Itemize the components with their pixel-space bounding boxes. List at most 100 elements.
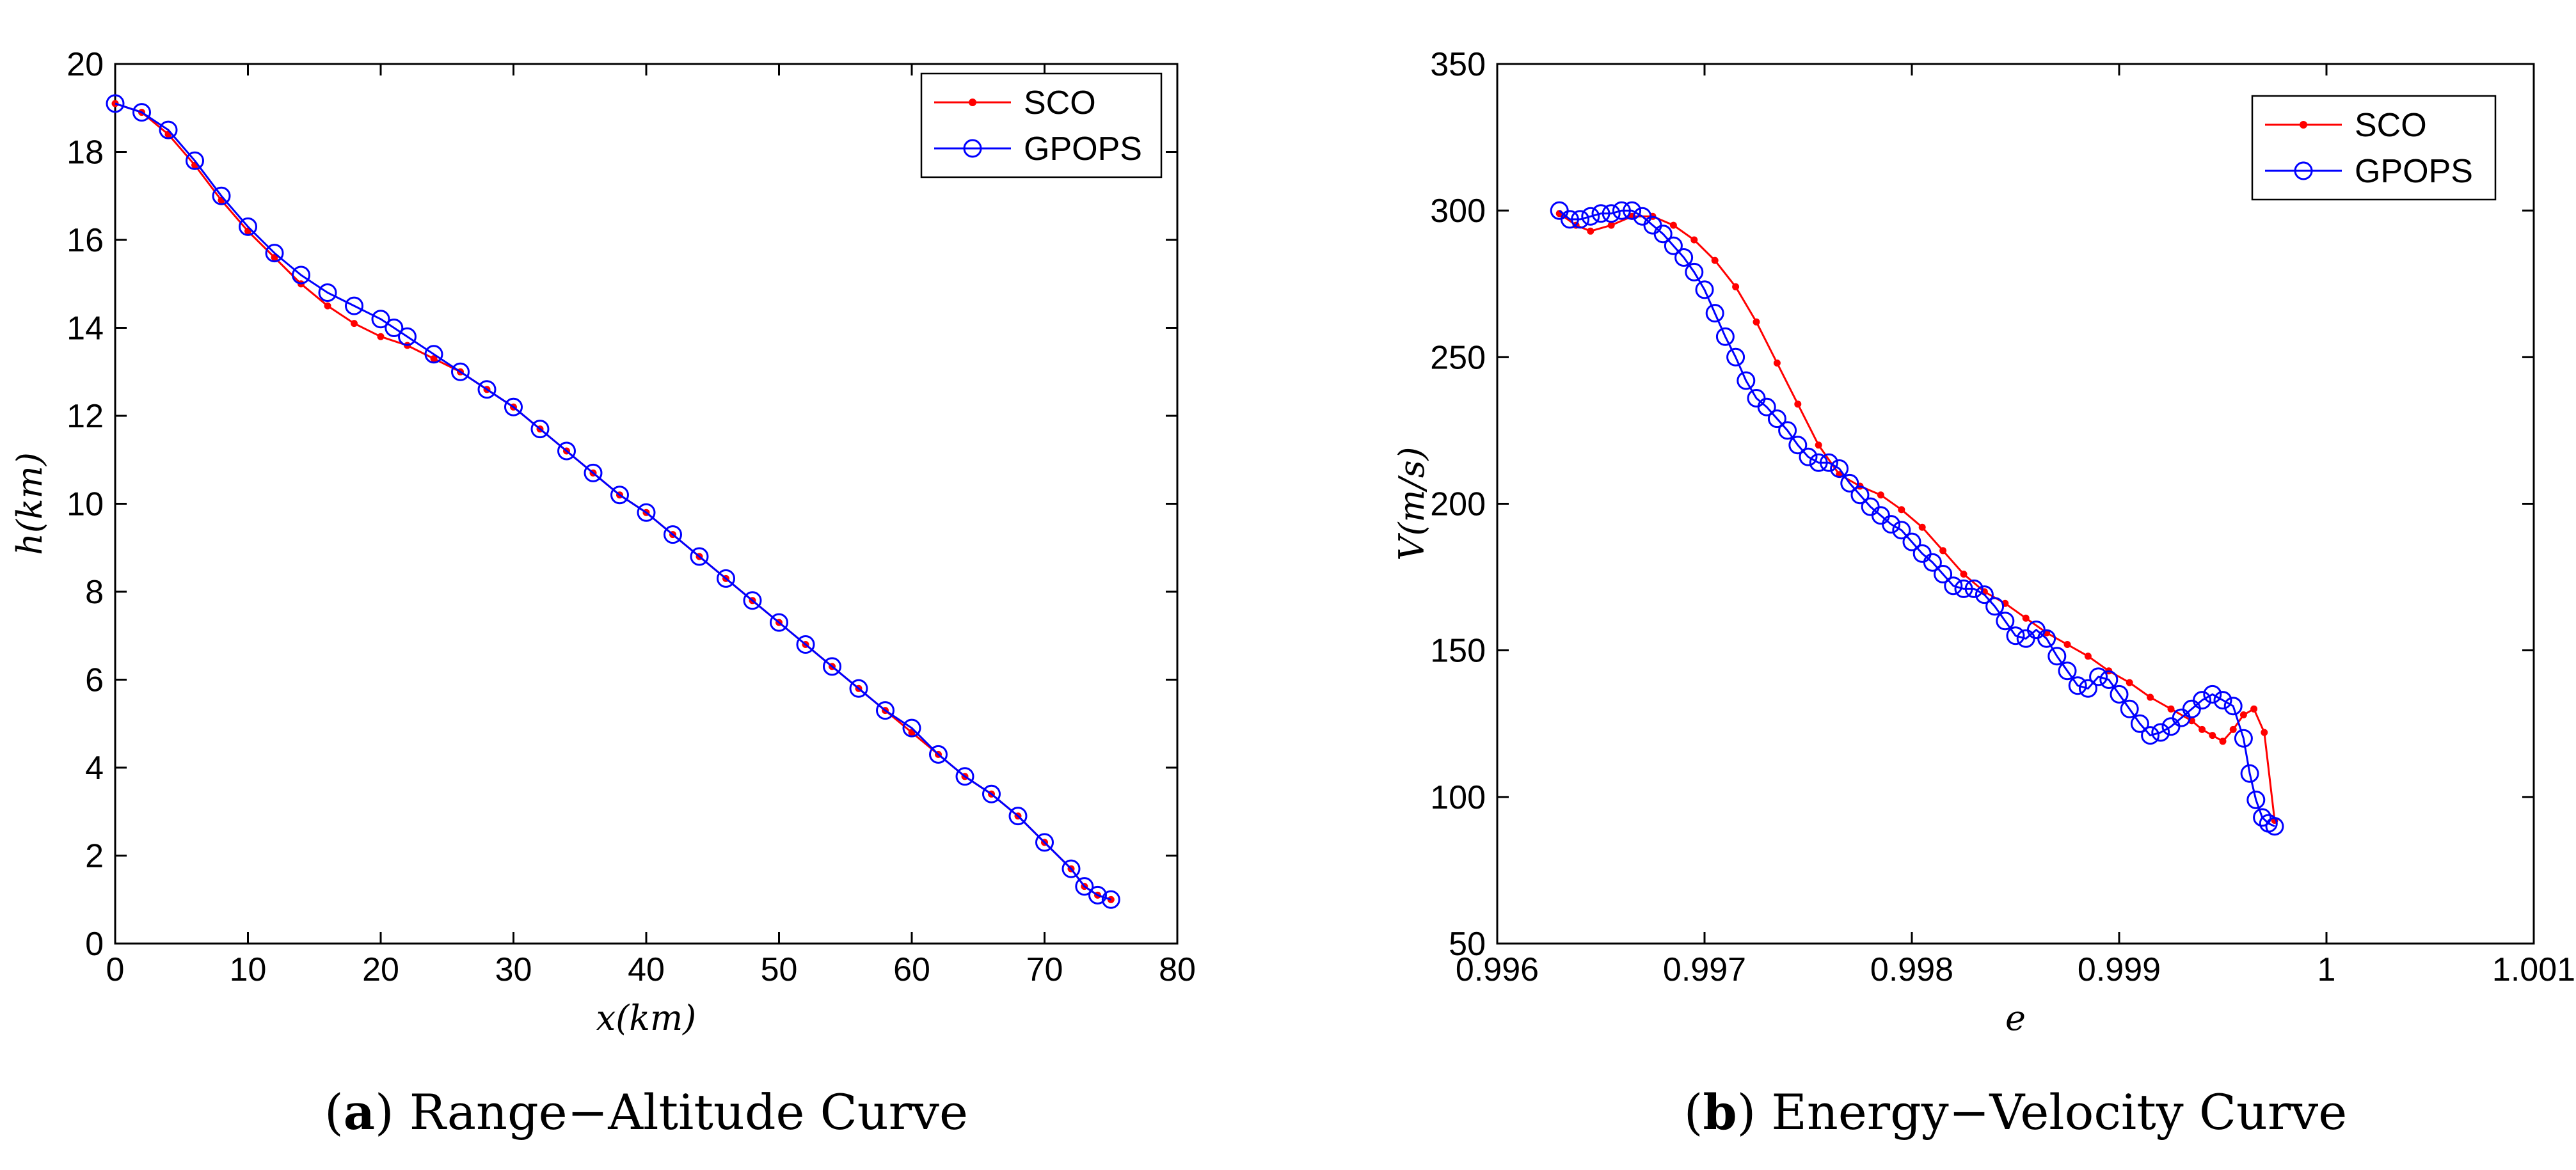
- data-point-sco: [324, 302, 331, 310]
- y-tick-label: 2: [85, 838, 104, 875]
- x-tick-label: 0.996: [1456, 951, 1539, 988]
- data-point-gpops: [1809, 453, 1828, 472]
- y-tick-label: 200: [1430, 486, 1486, 523]
- series-line-sco: [1559, 212, 2276, 821]
- data-point-gpops: [1695, 280, 1714, 299]
- data-point-gpops: [1088, 885, 1107, 905]
- data-point-gpops: [1892, 521, 1911, 540]
- data-point-sco: [1794, 400, 1802, 408]
- chart-range-altitude: 0 10 20 30 40 50 60 70 80 0 2 4 6 8 10 12 14 16 18 20 x(km)…: [10, 46, 1196, 1141]
- data-point-gpops: [1726, 347, 1745, 367]
- data-point-gpops: [982, 784, 1001, 803]
- data-point-gpops: [637, 503, 656, 522]
- data-point-gpops: [1685, 262, 1704, 281]
- data-point-gpops: [1902, 532, 1921, 551]
- y-tick-label: 50: [1449, 926, 1486, 963]
- y-tick-label: 14: [67, 310, 104, 347]
- data-point-gpops: [1788, 436, 1808, 455]
- data-point-gpops: [318, 283, 337, 302]
- data-point-gpops: [557, 441, 576, 461]
- data-point-sco: [1960, 571, 1968, 578]
- data-point-gpops: [2203, 684, 2222, 704]
- data-point-gpops: [1674, 248, 1694, 267]
- data-point-gpops: [1560, 210, 1579, 229]
- data-point-gpops: [1882, 515, 1901, 534]
- data-point-gpops: [1571, 210, 1590, 229]
- data-point-gpops: [876, 701, 894, 720]
- data-point-gpops: [2099, 670, 2119, 689]
- y-tick-label: 100: [1430, 779, 1486, 816]
- data-point-gpops: [1799, 447, 1818, 466]
- data-point-gpops: [345, 296, 363, 315]
- data-point-gpops: [2213, 691, 2232, 710]
- data-point-sco: [2219, 738, 2227, 745]
- data-point-gpops: [1975, 585, 1994, 605]
- data-point-gpops: [1664, 236, 1683, 255]
- data-point-gpops: [2058, 661, 2077, 681]
- data-point-sco: [2022, 614, 2030, 622]
- data-point-gpops: [2240, 764, 2259, 783]
- data-point-gpops: [159, 120, 178, 139]
- data-point-sco: [2063, 641, 2071, 648]
- y-tick-label: 6: [85, 662, 104, 699]
- data-point-gpops: [1944, 576, 1963, 596]
- data-point-gpops: [610, 486, 629, 505]
- caption-letter: b: [1703, 1084, 1737, 1141]
- data-point-sco: [1898, 506, 1905, 514]
- data-point-gpops: [132, 103, 151, 122]
- data-point-gpops: [1830, 459, 1849, 478]
- data-point-gpops: [2006, 626, 2025, 645]
- data-point-gpops: [186, 151, 204, 170]
- legend-label-sco: SCO: [2355, 107, 2427, 144]
- y-tick-label: 350: [1430, 46, 1486, 83]
- data-point-gpops: [1035, 833, 1054, 852]
- legend-marker-gpops: [963, 139, 982, 158]
- data-point-gpops: [2110, 684, 2129, 704]
- data-point-gpops: [2068, 676, 2087, 695]
- data-point-gpops: [743, 591, 762, 610]
- data-point-gpops: [2120, 699, 2139, 718]
- data-point-sco: [1587, 227, 1594, 235]
- data-point-sco: [1753, 318, 1760, 326]
- y-tick-label: 10: [67, 486, 104, 523]
- data-point-sco: [2209, 732, 2216, 739]
- data-point-gpops: [1705, 304, 1724, 323]
- data-point-sco: [2167, 705, 2175, 713]
- x-tick-label: 0.999: [2078, 951, 2161, 988]
- data-point-sco: [1918, 523, 1926, 531]
- data-point-gpops: [770, 613, 788, 632]
- tick-marks: [114, 63, 1179, 945]
- data-point-gpops: [1767, 409, 1786, 429]
- legend-label-gpops: GPOPS: [2355, 153, 2473, 190]
- data-point-gpops: [1954, 579, 1973, 598]
- data-point-gpops: [212, 186, 231, 205]
- y-tick-label: 12: [67, 398, 104, 435]
- caption-a: (a) Range−Altitude Curve: [324, 1084, 968, 1141]
- series-gpops: [1550, 201, 2284, 836]
- series-line-gpops: [1559, 209, 2275, 828]
- y-tick-label: 20: [67, 46, 104, 83]
- data-point-sco: [1669, 221, 1677, 229]
- data-point-sco: [351, 320, 358, 328]
- data-point-gpops: [1101, 890, 1120, 909]
- data-point-gpops: [2223, 697, 2243, 716]
- data-point-gpops: [1923, 553, 1942, 572]
- legend-marker-sco: [2300, 121, 2307, 129]
- data-point-sco: [2261, 729, 2268, 736]
- data-point-sco: [1711, 257, 1719, 264]
- data-point-gpops: [2246, 790, 2266, 809]
- data-point-gpops: [2078, 679, 2097, 698]
- series-line-gpops: [115, 102, 1111, 901]
- data-point-gpops: [504, 397, 523, 416]
- y-axis-label: V(m/s): [1392, 447, 1432, 560]
- legend-box: [2251, 95, 2497, 201]
- y-tick-label: 150: [1430, 633, 1486, 670]
- data-point-gpops: [1757, 397, 1776, 416]
- x-tick-label: 10: [230, 951, 267, 988]
- tick-marks: [1496, 63, 2535, 945]
- legend-marker-sco: [969, 99, 976, 106]
- data-point-sco: [2239, 711, 2247, 718]
- data-point-gpops: [1581, 207, 1600, 226]
- tick-labels: 0.996 0.997 0.998 0.999 1 1.001 50 100 150 200 250…: [1430, 46, 2575, 988]
